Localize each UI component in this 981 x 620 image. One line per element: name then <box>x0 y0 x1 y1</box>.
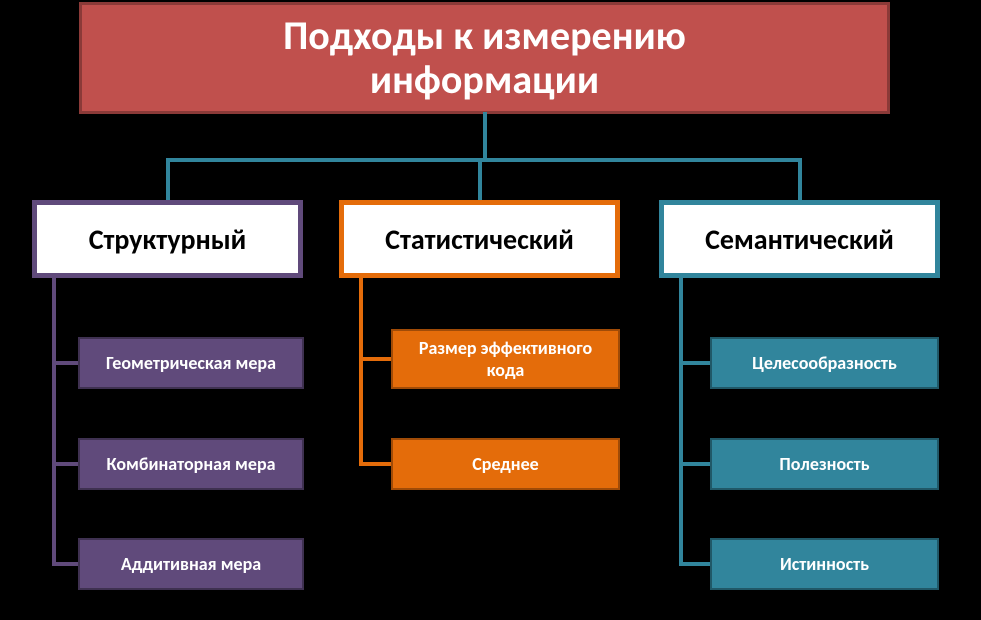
leaf-node-semantic-2: Истинность <box>710 538 939 590</box>
branch-label: Семантический <box>705 222 894 257</box>
leaf-label: Целесообразность <box>752 352 897 374</box>
root-node: Подходы к измерению информации <box>79 2 890 114</box>
leaf-node-semantic-1: Полезность <box>710 438 939 490</box>
root-label-line2: информации <box>370 55 599 104</box>
leaf-node-semantic-0: Целесообразность <box>710 337 939 389</box>
branch-node-structural: Структурный <box>32 200 303 278</box>
branch-node-statistical: Статистический <box>339 200 620 278</box>
leaf-label: Геометрическая мера <box>106 352 276 374</box>
leaf-label: Истинность <box>780 553 869 575</box>
leaf-label: Аддитивная мера <box>121 553 261 575</box>
leaf-label: Размер эффективного кода <box>401 337 610 381</box>
leaf-node-statistical-0: Размер эффективного кода <box>391 329 620 389</box>
leaf-node-structural-1: Комбинаторная мера <box>78 438 304 490</box>
leaf-node-structural-0: Геометрическая мера <box>78 337 304 389</box>
root-label-line1: Подходы к измерению <box>283 11 686 60</box>
leaf-node-statistical-1: Среднее <box>391 438 620 490</box>
leaf-node-structural-2: Аддитивная мера <box>78 538 304 590</box>
leaf-label: Полезность <box>779 453 869 475</box>
root-label: Подходы к измерению информации <box>283 14 686 102</box>
leaf-label: Комбинаторная мера <box>106 453 275 475</box>
leaf-label: Среднее <box>472 453 538 475</box>
branch-label: Структурный <box>89 222 247 257</box>
branch-label: Статистический <box>385 222 574 257</box>
branch-node-semantic: Семантический <box>659 200 940 278</box>
